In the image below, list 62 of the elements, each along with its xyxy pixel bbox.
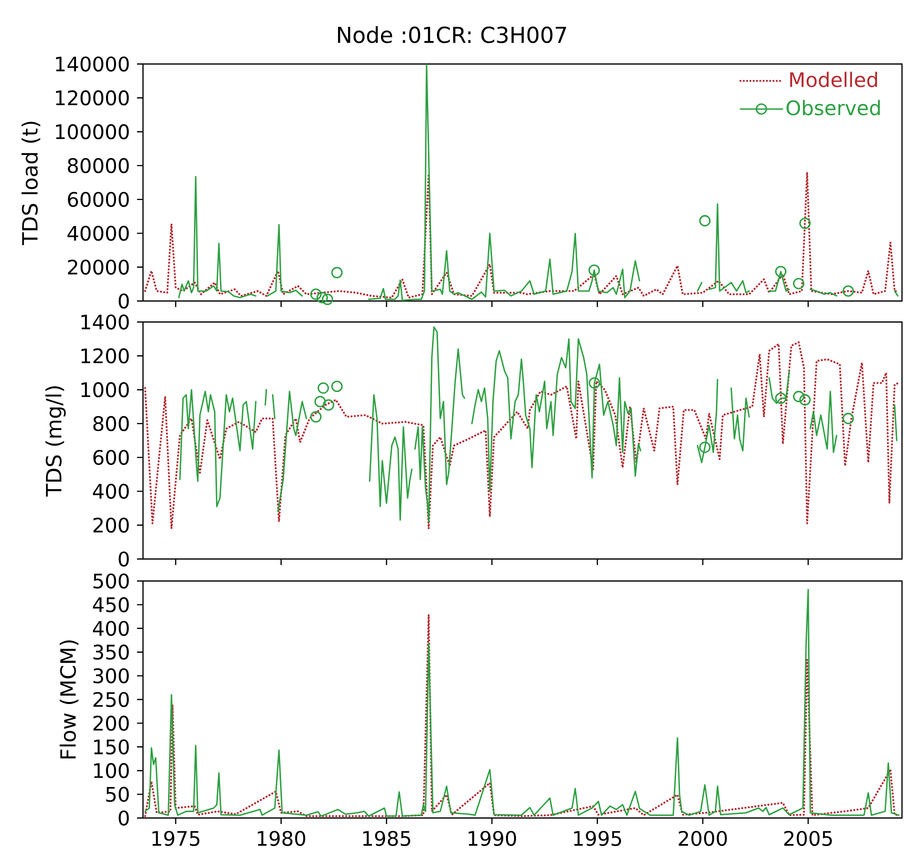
y-tick-label: 0 <box>118 551 129 567</box>
y-tick-label: 100000 <box>56 124 129 140</box>
y-tick-label: 800 <box>93 416 129 432</box>
x-tick-label: 1995 <box>574 830 622 846</box>
y-tick-label: 450 <box>92 597 129 612</box>
x-tick-label: 1985 <box>363 830 410 846</box>
point <box>699 442 711 453</box>
line-series <box>144 341 900 530</box>
y-tick-label: 1200 <box>81 348 129 364</box>
point <box>799 218 811 229</box>
point <box>322 399 334 411</box>
y-axis-title: Flow (MCM) <box>60 640 78 758</box>
point <box>310 288 322 300</box>
y-tick-label: 100 <box>94 763 129 778</box>
x-tick-label: 1990 <box>468 830 516 846</box>
legend-label: Modelled <box>790 72 878 88</box>
point <box>331 266 343 278</box>
point <box>699 215 711 226</box>
point <box>775 266 786 278</box>
point <box>316 292 328 304</box>
y-tick-label: 250 <box>93 692 129 708</box>
y-tick-label: 140000 <box>56 56 129 72</box>
point <box>318 382 329 394</box>
point <box>775 392 786 404</box>
y-axis-title: TDS (mg/l) <box>45 386 66 497</box>
y-tick-label: 60000 <box>68 192 129 207</box>
point <box>842 285 854 297</box>
y-tick-label: 0 <box>118 293 129 309</box>
y-tick-label: 50 <box>106 786 129 802</box>
y-tick-label: 20000 <box>68 260 129 275</box>
y-tick-label: 200 <box>93 716 129 731</box>
point <box>588 264 600 276</box>
x-tick-label: 2000 <box>678 830 727 846</box>
point <box>793 278 804 290</box>
point <box>322 294 334 306</box>
point <box>310 411 322 423</box>
legend-label: Observed <box>786 100 880 116</box>
point <box>793 390 804 402</box>
point <box>314 396 326 408</box>
y-tick-label: 600 <box>93 450 129 465</box>
chart-title: Node :01CR: C3H007 <box>338 26 566 44</box>
y-tick-label: 500 <box>94 573 129 589</box>
y-tick-label: 80000 <box>68 158 129 174</box>
y-tick-label: 400 <box>92 620 129 636</box>
point <box>588 377 600 389</box>
y-tick-label: 40000 <box>68 226 129 241</box>
y-tick-label: 1000 <box>81 382 129 398</box>
y-tick-label: 1400 <box>81 314 129 330</box>
x-tick-label: 1975 <box>152 830 200 846</box>
y-tick-label: 120000 <box>56 90 129 106</box>
y-tick-label: 300 <box>94 668 129 684</box>
y-axis-title: TDS load (t) <box>22 122 40 246</box>
y-tick-label: 150 <box>94 739 129 754</box>
y-tick-label: 400 <box>92 484 129 499</box>
y-tick-label: 0 <box>118 810 129 826</box>
x-tick-label: 2005 <box>784 830 832 846</box>
point <box>331 380 343 392</box>
y-tick-label: 200 <box>93 518 129 533</box>
y-tick-label: 350 <box>94 644 129 660</box>
x-tick-label: 1980 <box>258 830 306 846</box>
point <box>799 394 811 406</box>
point <box>842 412 854 424</box>
